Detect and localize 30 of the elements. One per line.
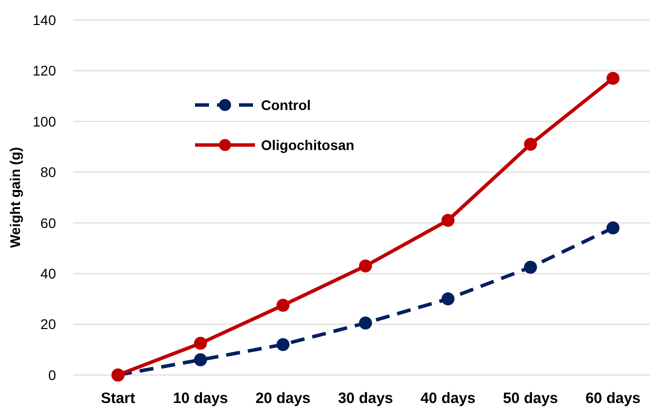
x-tick-label: 30 days [338,390,394,407]
y-tick-label: 0 [48,366,56,383]
point [442,214,454,227]
x-tick-label: 40 days [420,390,476,407]
point [276,338,290,352]
point [194,336,207,350]
point [359,316,372,330]
point [194,353,207,366]
x-tick-label: 20 days [255,390,311,407]
y-tick-label: 120 [32,62,56,79]
point [276,298,290,312]
x-tick-label: 50 days [502,390,558,407]
y-tick-label: 100 [32,113,56,130]
x-tick-label: Start [100,390,136,407]
point [524,138,537,151]
legend-label: Oligochitosan [261,136,354,153]
legend-label: Control [261,96,311,113]
y-tick-label: 140 [32,12,56,28]
y-tick-label: 80 [40,164,56,180]
y-axis-title: Weight gain (g) [7,147,23,248]
point [359,259,372,272]
point [606,221,620,234]
point [606,72,620,85]
y-tick-label: 40 [40,265,56,282]
point [442,292,454,306]
point [524,260,537,274]
x-tick-label: 10 days [172,390,228,407]
y-tick-label: 20 [40,316,56,332]
x-tick-label: 60 days [585,390,641,407]
y-tick-label: 60 [40,214,56,231]
